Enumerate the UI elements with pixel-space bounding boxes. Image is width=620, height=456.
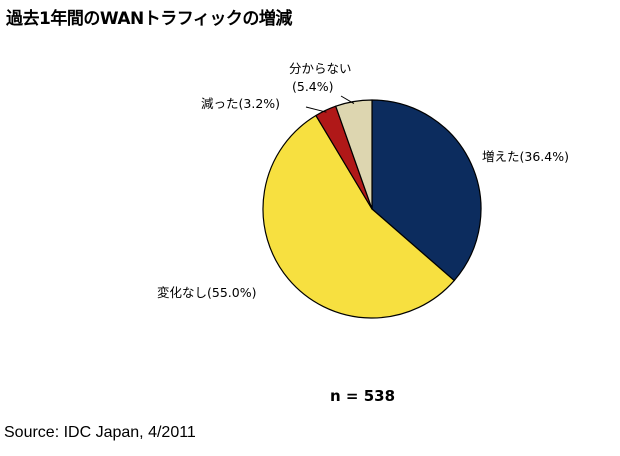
- slice-unknown: [335, 99, 373, 210]
- slice-label-decreased: 減った(3.2%): [201, 96, 280, 111]
- slice-no-change: [262, 114, 455, 319]
- leader-line-decreased: [305, 106, 327, 113]
- leader-lines: [305, 95, 355, 113]
- source-note: Source: IDC Japan, 4/2011: [4, 424, 196, 441]
- sample-size: n = 538: [330, 387, 396, 405]
- leader-line-unknown: [340, 95, 355, 104]
- slice-label-increased: 増えた(36.4%): [482, 149, 569, 164]
- slice-increased: [371, 99, 482, 282]
- slice-label-unknown: 分からない: [289, 61, 352, 76]
- slice-label-no-change: 変化なし(55.0%): [157, 285, 256, 300]
- slice-value-unknown: (5.4%): [292, 79, 334, 94]
- chart-title: 過去1年間のWANトラフィックの増減: [6, 9, 292, 29]
- pie-slices: [262, 99, 482, 319]
